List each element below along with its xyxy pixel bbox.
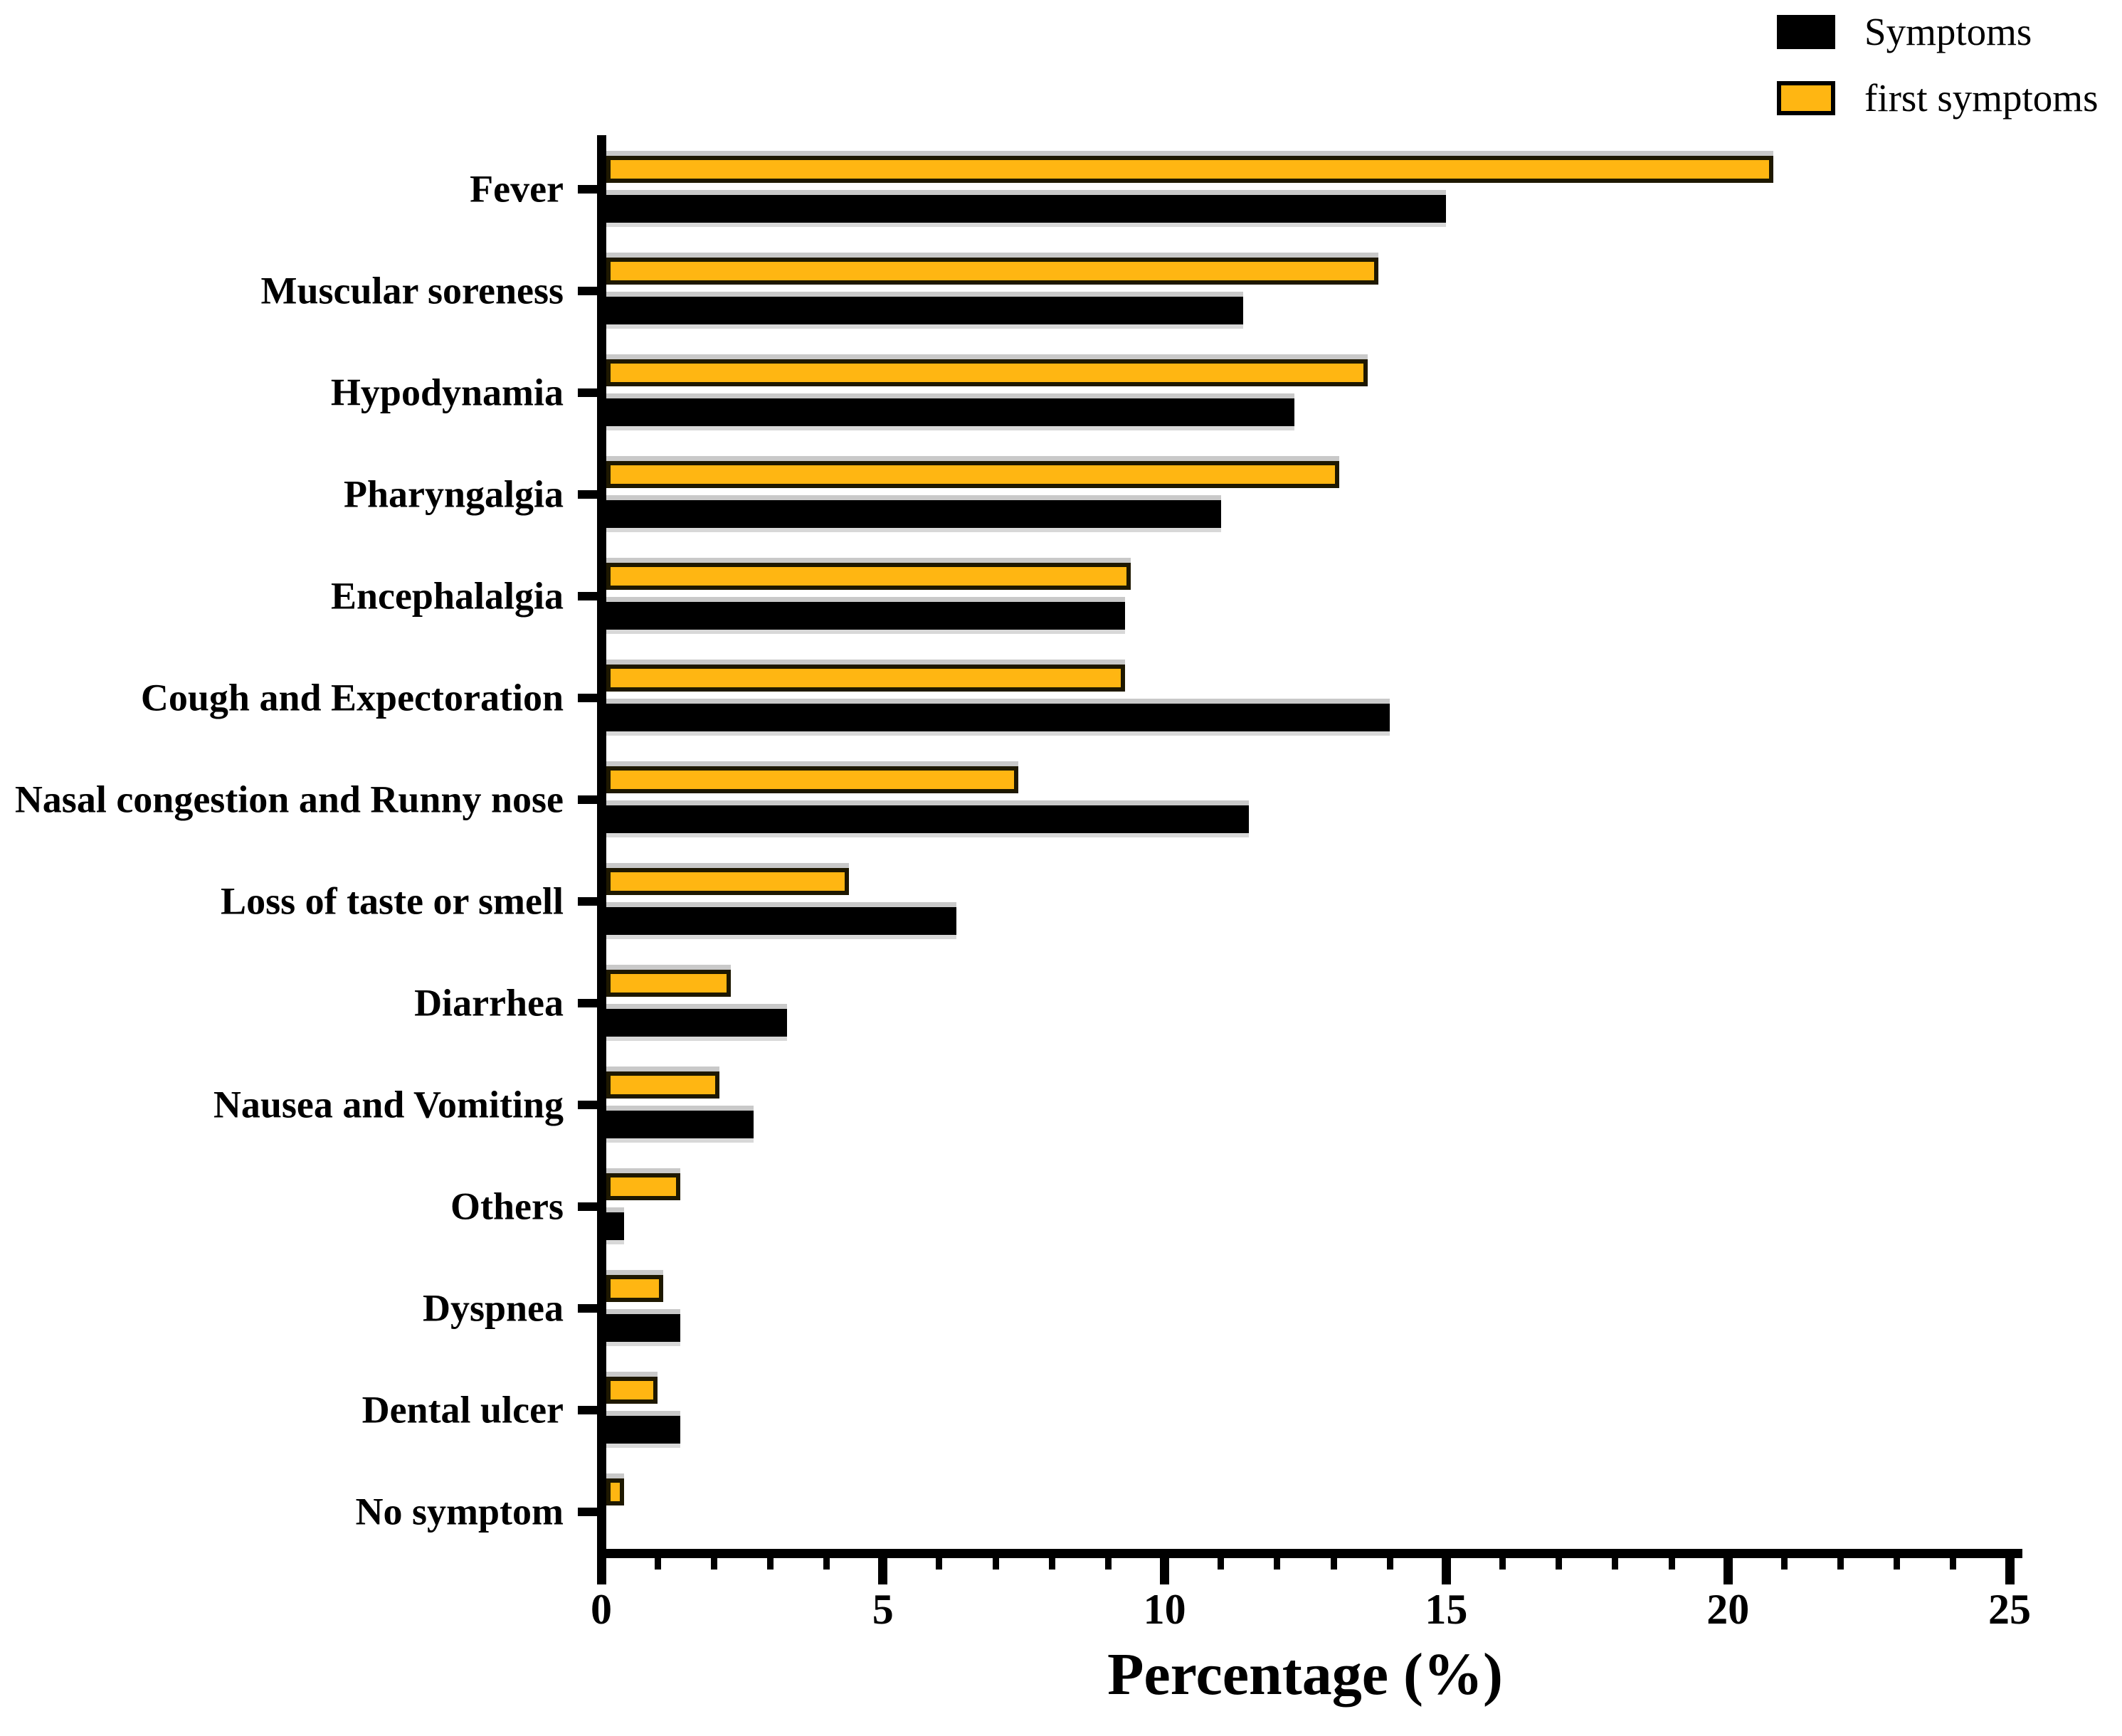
chart-legend: Symptoms first symptoms xyxy=(0,0,2122,142)
x-minor-tick xyxy=(1499,1557,1506,1570)
x-tick-label: 10 xyxy=(1143,1586,1186,1633)
x-minor-tick xyxy=(1556,1557,1563,1570)
x-major-tick xyxy=(2005,1557,2015,1584)
category-label: Cough and Expectoration xyxy=(140,676,564,719)
y-axis-line xyxy=(597,135,606,1577)
category-tick xyxy=(578,592,601,600)
x-minor-tick xyxy=(1612,1557,1619,1570)
category-tick xyxy=(578,897,601,906)
x-major-tick xyxy=(1723,1557,1733,1584)
bar-symptoms xyxy=(606,1314,680,1342)
bar-first-symptoms xyxy=(606,1478,624,1505)
category-tick xyxy=(578,694,601,702)
bar-symptoms xyxy=(606,500,1221,528)
category-label: Nausea and Vomiting xyxy=(213,1083,564,1126)
bar-symptoms xyxy=(606,805,1250,833)
legend-label-first-symptoms: first symptoms xyxy=(1864,76,2099,120)
x-minor-tick xyxy=(1274,1557,1281,1570)
bar-symptoms xyxy=(606,907,956,935)
bar-first-symptoms xyxy=(606,1377,658,1404)
x-tick-label: 15 xyxy=(1425,1586,1468,1633)
bar-first-symptoms xyxy=(606,258,1379,285)
x-major-tick xyxy=(878,1557,888,1584)
x-major-tick xyxy=(1441,1557,1451,1584)
bar-first-symptoms xyxy=(606,461,1339,488)
x-major-tick xyxy=(1160,1557,1170,1584)
category-label: Diarrhea xyxy=(414,981,564,1025)
category-tick xyxy=(578,1202,601,1211)
bar-symptoms xyxy=(606,1212,624,1240)
bar-first-symptoms xyxy=(606,868,850,895)
bar-first-symptoms xyxy=(606,156,1773,183)
bar-symptoms xyxy=(606,297,1244,324)
category-tick xyxy=(578,1101,601,1109)
category-label: No symptom xyxy=(355,1490,564,1533)
category-label: Encephalalgia xyxy=(330,574,564,618)
category-label: Muscular soreness xyxy=(260,269,564,312)
x-minor-tick xyxy=(1780,1557,1788,1570)
x-minor-tick xyxy=(1386,1557,1393,1570)
legend-swatch-symptoms xyxy=(1777,15,1835,49)
x-tick-label: 5 xyxy=(872,1586,894,1633)
x-minor-tick xyxy=(1104,1557,1112,1570)
legend-swatch-first-symptoms xyxy=(1777,81,1835,115)
x-minor-tick xyxy=(766,1557,774,1570)
category-tick xyxy=(578,1304,601,1313)
category-tick xyxy=(578,999,601,1007)
bar-first-symptoms xyxy=(606,665,1126,692)
category-tick xyxy=(578,1406,601,1414)
bar-symptoms xyxy=(606,602,1126,630)
legend-label-symptoms: Symptoms xyxy=(1864,10,2032,53)
x-axis-line xyxy=(597,1549,2022,1558)
x-minor-tick xyxy=(823,1557,830,1570)
x-tick-label: 25 xyxy=(1988,1586,2031,1633)
bar-first-symptoms xyxy=(606,1071,720,1099)
bar-first-symptoms xyxy=(606,1173,680,1200)
category-label: Pharyngalgia xyxy=(343,472,564,516)
bar-symptoms xyxy=(606,1416,680,1444)
x-minor-tick xyxy=(710,1557,717,1570)
category-label: Nasal congestion and Runny nose xyxy=(14,778,564,821)
category-label: Others xyxy=(450,1185,564,1228)
bar-first-symptoms xyxy=(606,970,732,997)
category-label: Loss of taste or smell xyxy=(221,879,564,923)
bar-symptoms xyxy=(606,398,1294,426)
category-label: Hypodynamia xyxy=(330,371,564,414)
category-label: Fever xyxy=(470,167,564,211)
x-minor-tick xyxy=(1048,1557,1055,1570)
x-minor-tick xyxy=(1837,1557,1844,1570)
category-tick xyxy=(578,287,601,295)
bar-symptoms xyxy=(606,1009,788,1037)
category-label: Dyspnea xyxy=(422,1286,564,1330)
x-minor-tick xyxy=(936,1557,943,1570)
bar-symptoms xyxy=(606,704,1390,731)
category-tick xyxy=(578,1508,601,1516)
x-minor-tick xyxy=(1894,1557,1901,1570)
x-tick-label: 0 xyxy=(591,1586,612,1633)
x-minor-tick xyxy=(1330,1557,1337,1570)
category-label: Dental ulcer xyxy=(361,1388,564,1431)
bar-symptoms xyxy=(606,1111,754,1138)
x-axis-title: Percentage (%) xyxy=(1107,1641,1503,1708)
bar-symptoms xyxy=(606,195,1447,223)
bar-first-symptoms xyxy=(606,766,1018,793)
bar-first-symptoms xyxy=(606,563,1131,590)
category-tick xyxy=(578,388,601,397)
x-minor-tick xyxy=(992,1557,999,1570)
bar-first-symptoms xyxy=(606,359,1368,386)
category-tick xyxy=(578,185,601,194)
x-minor-tick xyxy=(1218,1557,1225,1570)
x-minor-tick xyxy=(1668,1557,1675,1570)
category-tick xyxy=(578,795,601,804)
bar-first-symptoms xyxy=(606,1275,664,1302)
x-minor-tick xyxy=(1950,1557,1957,1570)
x-major-tick xyxy=(596,1557,606,1584)
x-minor-tick xyxy=(654,1557,661,1570)
x-tick-label: 20 xyxy=(1706,1586,1750,1633)
category-tick xyxy=(578,490,601,499)
